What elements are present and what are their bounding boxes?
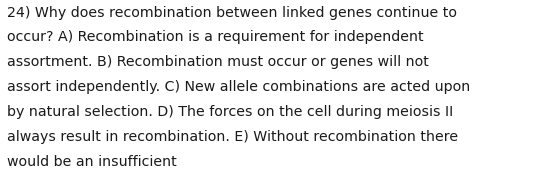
- Text: by natural selection. D) The forces on the cell during meiosis II: by natural selection. D) The forces on t…: [7, 105, 453, 119]
- Text: always result in recombination. E) Without recombination there: always result in recombination. E) Witho…: [7, 130, 458, 144]
- Text: assortment. B) Recombination must occur or genes will not: assortment. B) Recombination must occur …: [7, 55, 429, 69]
- Text: occur? A) Recombination is a requirement for independent: occur? A) Recombination is a requirement…: [7, 30, 424, 44]
- Text: 24) Why does recombination between linked genes continue to: 24) Why does recombination between linke…: [7, 6, 456, 20]
- Text: would be an insufficient: would be an insufficient: [7, 155, 176, 168]
- Text: assort independently. C) New allele combinations are acted upon: assort independently. C) New allele comb…: [7, 80, 470, 94]
